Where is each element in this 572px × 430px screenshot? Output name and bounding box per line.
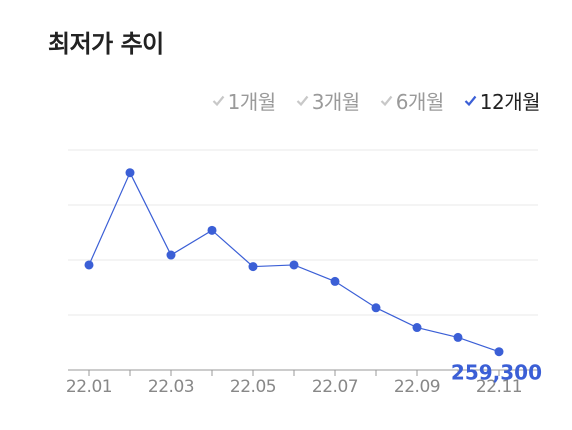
data-point bbox=[453, 332, 463, 342]
last-price-label: 259,300 bbox=[451, 361, 542, 385]
tab-12-months[interactable]: 12개월 bbox=[464, 86, 541, 115]
data-point bbox=[248, 262, 258, 272]
x-tick-label: 22.11 bbox=[476, 377, 522, 397]
tab-3-months[interactable]: 3개월 bbox=[296, 86, 360, 115]
tab-1-month[interactable]: 1개월 bbox=[212, 86, 276, 115]
check-icon bbox=[212, 95, 225, 107]
data-point bbox=[166, 250, 176, 260]
check-icon bbox=[296, 95, 309, 107]
check-icon bbox=[464, 95, 477, 107]
data-point bbox=[84, 260, 94, 270]
x-tick-label: 22.07 bbox=[312, 377, 358, 397]
data-point bbox=[494, 347, 504, 357]
tab-label: 12개월 bbox=[479, 90, 541, 114]
data-point bbox=[330, 276, 340, 286]
tab-label: 1개월 bbox=[227, 90, 277, 114]
tab-label: 6개월 bbox=[395, 90, 445, 114]
data-point bbox=[207, 225, 217, 235]
period-tabs: 1개월 3개월 6개월 12개월 bbox=[212, 86, 541, 115]
data-point bbox=[412, 323, 422, 333]
x-tick-label: 22.09 bbox=[394, 377, 440, 397]
data-point bbox=[289, 260, 299, 270]
x-tick-label: 22.03 bbox=[148, 377, 194, 397]
check-icon bbox=[380, 95, 393, 107]
x-tick-label: 22.05 bbox=[230, 377, 276, 397]
tab-label: 3개월 bbox=[311, 90, 361, 114]
tab-6-months[interactable]: 6개월 bbox=[380, 86, 444, 115]
data-point bbox=[371, 303, 381, 313]
x-tick-label: 22.01 bbox=[66, 377, 112, 397]
page-title: 최저가 추이 bbox=[48, 30, 164, 58]
data-point bbox=[125, 168, 135, 178]
